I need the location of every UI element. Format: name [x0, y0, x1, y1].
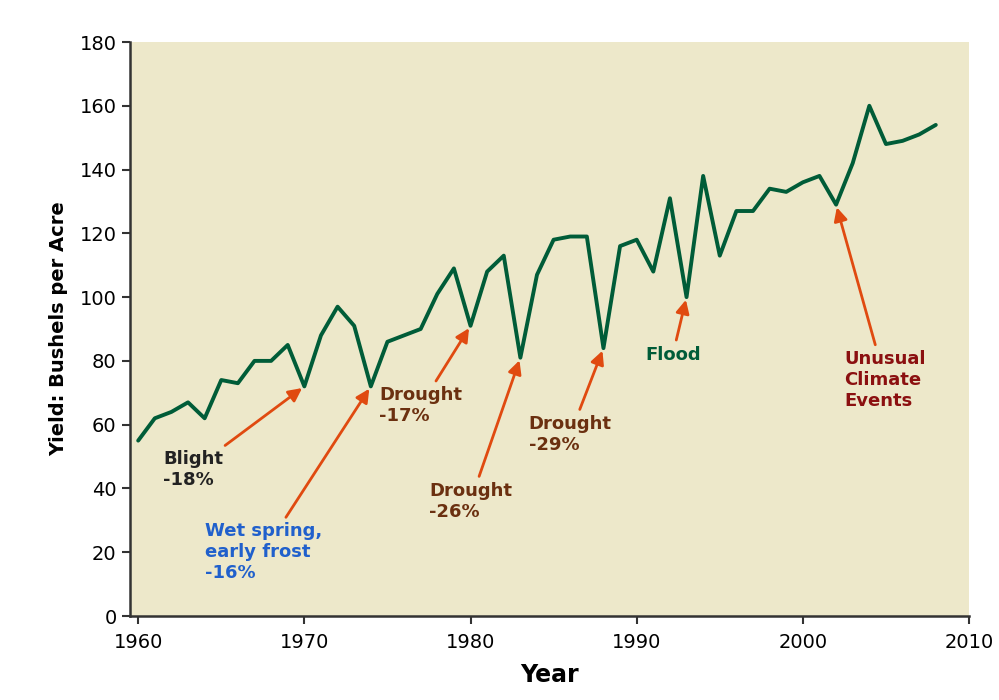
- Text: Drought
-17%: Drought -17%: [380, 331, 468, 425]
- Text: Wet spring,
early frost
-16%: Wet spring, early frost -16%: [205, 391, 368, 582]
- X-axis label: Year: Year: [520, 663, 578, 687]
- Text: Unusual
Climate
Events: Unusual Climate Events: [835, 210, 926, 410]
- Text: Drought
-26%: Drought -26%: [429, 363, 520, 521]
- Text: Blight
-18%: Blight -18%: [163, 390, 300, 489]
- Y-axis label: Yield: Bushels per Acre: Yield: Bushels per Acre: [50, 202, 69, 456]
- Text: Flood: Flood: [645, 303, 700, 363]
- Text: Drought
-29%: Drought -29%: [528, 354, 611, 454]
